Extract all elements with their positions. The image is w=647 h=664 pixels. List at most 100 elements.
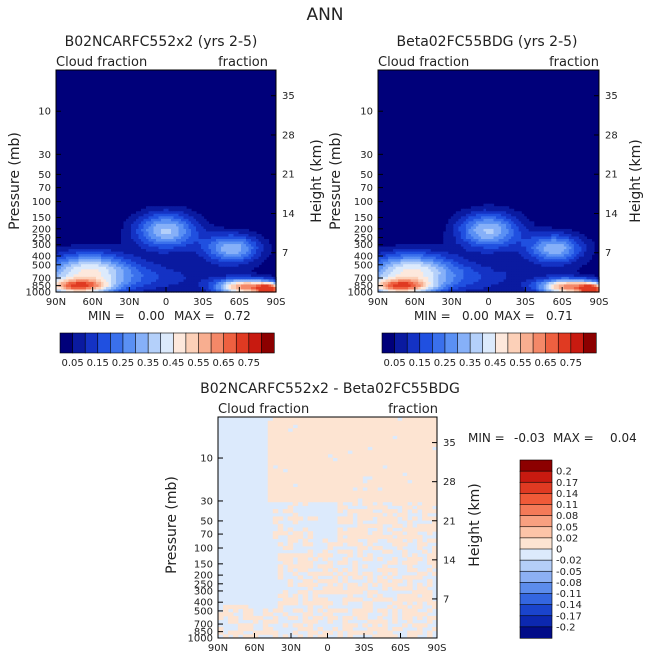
contour-cell <box>133 286 137 291</box>
contour-cell <box>516 221 520 225</box>
contour-cell <box>91 284 95 288</box>
contour-cell <box>201 228 205 233</box>
contour-cell <box>410 261 414 265</box>
contour-cell <box>198 223 202 228</box>
contour-cell <box>342 446 348 451</box>
contour-cell <box>551 264 555 268</box>
contour-cell <box>186 226 190 230</box>
contour-cell <box>383 269 387 273</box>
contour-cell <box>111 284 115 288</box>
contour-cell <box>153 216 157 220</box>
contour-cell <box>491 231 495 235</box>
contour-cell <box>378 271 382 275</box>
contour-cell <box>435 251 439 255</box>
contour-cell <box>183 233 187 238</box>
contour-cell <box>241 246 245 250</box>
min-value: 0.00 <box>462 309 489 323</box>
contour-cell <box>475 221 480 225</box>
contour-cell <box>352 442 358 447</box>
contour-cell <box>506 249 510 253</box>
contour-cell <box>417 446 423 451</box>
contour-cell <box>126 254 130 258</box>
contour-cell <box>166 271 170 275</box>
contour-cell <box>440 266 444 270</box>
contour-cell <box>126 279 130 283</box>
y-tick-label: 500 <box>354 260 373 271</box>
contour-cell <box>258 249 262 253</box>
contour-cell <box>248 286 252 291</box>
contour-cell <box>538 226 542 230</box>
contour-cell <box>191 211 195 215</box>
contour-cell <box>521 266 525 270</box>
contour-cell <box>503 261 507 265</box>
contour-cell <box>536 254 540 258</box>
contour-cell <box>526 264 530 268</box>
contour-cell <box>415 276 419 280</box>
contour-cell <box>191 221 195 225</box>
contour-cell <box>282 435 289 440</box>
contour-cell <box>111 251 115 255</box>
contour-cell <box>362 424 368 429</box>
contour-cell <box>251 266 255 270</box>
contour-cell <box>277 424 284 429</box>
contour-cell <box>506 241 510 245</box>
y-tick-label: 850 <box>354 281 373 292</box>
contour-cell <box>485 259 490 263</box>
contour-cell <box>133 249 137 253</box>
contour-cell <box>141 271 145 275</box>
contour-cell <box>176 256 180 260</box>
contour-cell <box>153 231 157 235</box>
contour-cell <box>521 284 525 288</box>
contour-cell <box>148 274 152 278</box>
contour-cell <box>206 249 210 253</box>
contour-cell <box>233 249 237 253</box>
contour-cell <box>468 228 472 233</box>
contour-cell <box>551 259 555 263</box>
contour-cell <box>440 256 444 260</box>
contour-cell <box>161 266 165 270</box>
contour-cell <box>435 246 439 250</box>
contour-cell <box>496 266 500 270</box>
contour-cell <box>536 274 540 278</box>
contour-cell <box>126 289 130 293</box>
contour-cell <box>161 261 165 265</box>
contour-cell <box>483 254 487 258</box>
contour-cell <box>186 266 190 270</box>
contour-cell <box>327 439 333 444</box>
contour-cell <box>483 266 487 270</box>
contour-cell <box>231 251 235 255</box>
contour-cell <box>506 266 510 270</box>
contour-cell <box>171 221 175 225</box>
contour-cell <box>432 453 438 459</box>
contour-cell <box>551 289 555 293</box>
contour-cell <box>496 249 500 253</box>
contour-cell <box>546 271 550 275</box>
contour-cell <box>198 231 202 235</box>
contour-cell <box>408 261 412 265</box>
contour-cell <box>322 439 328 444</box>
contour-cell <box>400 284 404 288</box>
contour-cell <box>478 226 482 230</box>
contour-cell <box>158 244 162 248</box>
contour-cell <box>181 228 185 233</box>
contour-cell <box>548 254 552 258</box>
contour-cell <box>208 284 212 288</box>
contour-cell <box>191 256 195 260</box>
contour-cell <box>503 231 507 235</box>
contour-cell <box>541 226 545 230</box>
contour-cell <box>427 439 433 444</box>
contour-cell <box>188 259 192 263</box>
contour-cell <box>71 281 75 286</box>
contour-cell <box>158 251 162 255</box>
contour-cell <box>408 274 412 278</box>
contour-cell <box>531 244 535 248</box>
contour-cell <box>543 251 547 255</box>
contour-cell <box>415 284 419 288</box>
contour-cell <box>146 221 150 225</box>
contour-cell <box>423 269 427 273</box>
contour-cell <box>455 289 459 293</box>
contour-cell <box>566 236 570 240</box>
contour-cell <box>541 254 545 258</box>
contour-cell <box>173 266 177 270</box>
contour-cell <box>128 226 132 230</box>
